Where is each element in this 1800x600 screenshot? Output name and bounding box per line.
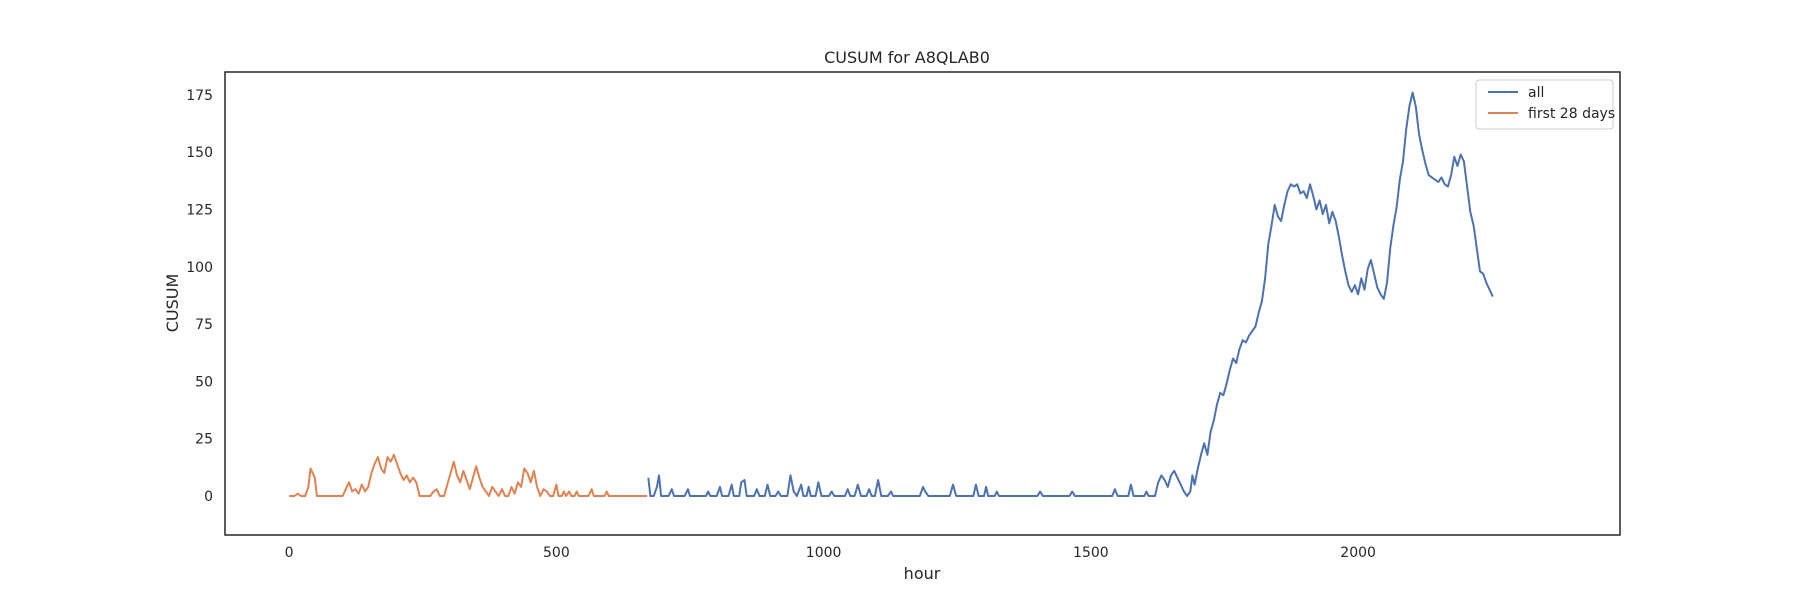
x-tick-label: 1500 [1073, 545, 1109, 561]
series-line-all [647, 91, 1494, 497]
legend-label: all [1528, 85, 1544, 101]
x-tick-label: 0 [285, 545, 294, 561]
x-tick-label: 1000 [806, 545, 842, 561]
y-tick-label: 150 [186, 145, 213, 161]
y-tick-label: 50 [195, 374, 213, 390]
y-tick-label: 75 [195, 317, 213, 333]
x-tick-label: 2000 [1340, 545, 1376, 561]
series-line-first-28-days [289, 453, 648, 497]
y-tick-label: 100 [186, 260, 213, 276]
series-lines [289, 91, 1494, 497]
legend-label: first 28 days [1528, 106, 1615, 122]
plot-frame [224, 71, 1621, 536]
legend: all first 28 days [1475, 79, 1615, 130]
x-axis-ticks: 0 500 1000 1500 2000 [285, 545, 1376, 561]
y-axis-label: CUSUM [163, 274, 182, 333]
x-axis-label: hour [904, 564, 941, 583]
x-tick-label: 500 [543, 545, 570, 561]
y-axis-ticks: 0 25 50 75 100 125 150 175 [186, 88, 213, 505]
y-tick-label: 175 [186, 88, 213, 104]
y-tick-label: 25 [195, 432, 213, 448]
chart-title: CUSUM for A8QLAB0 [824, 48, 990, 67]
y-tick-label: 125 [186, 203, 213, 219]
y-tick-label: 0 [204, 489, 213, 505]
